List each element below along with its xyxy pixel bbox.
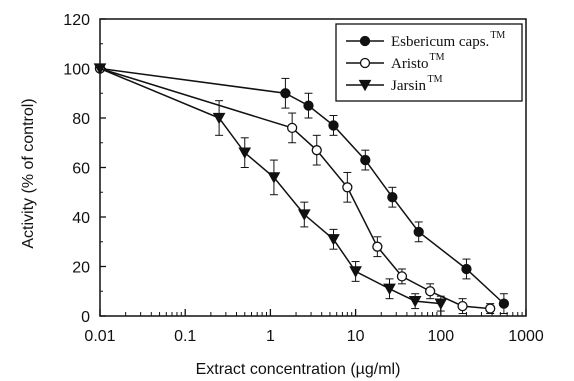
x-tick-label: 1 [266,328,275,345]
data-point [327,234,340,246]
y-tick-label: 40 [72,210,90,227]
legend-marker [358,79,372,92]
y-axis-title: Activity (% of control) [20,98,37,248]
data-point [360,154,371,166]
legend-label-sup: TM [430,52,445,63]
legend-marker [359,35,371,47]
data-point [457,300,468,312]
y-tick-label: 80 [72,111,90,128]
legend-marker [359,57,371,69]
series-2 [94,63,496,315]
y-tick-label: 120 [63,12,90,29]
legend-label-sup: TM [490,30,505,41]
y-tick-label: 60 [72,161,90,178]
y-tick-label: 20 [72,260,90,277]
data-point [349,266,362,278]
series-3 [93,63,448,312]
data-point [425,286,436,297]
data-point [372,241,383,252]
data-point [303,100,314,111]
x-axis-title: Extract concentration (µg/ml) [196,361,401,378]
data-point [267,172,281,184]
data-point [286,122,298,134]
data-point [342,182,353,193]
data-point [297,209,311,221]
data-point [383,283,396,296]
data-point [396,271,408,282]
data-point [485,303,496,314]
y-tick-label: 100 [63,62,90,79]
x-tick-label: 100 [427,328,454,345]
data-point [212,112,226,125]
data-point [238,147,252,159]
x-tick-label: 1000 [508,328,544,345]
data-point [434,298,448,310]
series-line [99,67,505,305]
legend-label: Esbericum caps. [391,34,489,50]
y-tick-label: 0 [81,309,90,326]
data-point [311,145,322,156]
series-line [99,67,491,310]
series-line [99,67,441,305]
legend-label-sup: TM [427,74,442,85]
data-point [408,295,422,308]
data-point [461,263,472,275]
x-tick-label: 0.1 [174,328,196,345]
data-point [93,63,107,75]
x-tick-label: 10 [347,328,365,345]
legend-label: Jarsin [391,78,426,94]
data-point [328,120,339,131]
series-1 [94,63,510,315]
data-point [387,192,398,203]
data-point [498,298,510,309]
data-point [280,88,291,99]
data-point [413,226,424,238]
x-tick-label: 0.01 [84,328,115,345]
legend-label: Aristo [391,56,429,72]
